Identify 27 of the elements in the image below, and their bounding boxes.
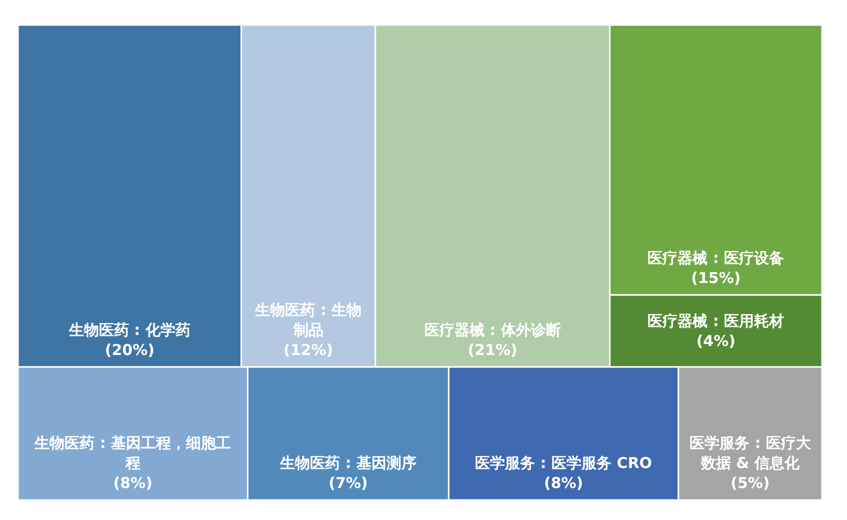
cell: 生物医药 : 基因工程，细胞工程 (8%): [17, 366, 248, 501]
category-label: 医疗器械 : 体外诊断: [424, 321, 561, 339]
cell: 医疗器械 : 医疗设备 (15%): [609, 24, 823, 296]
category-label: 生物医药 : 基因工程，细胞工程: [34, 434, 232, 472]
cell: 医学服务 : 医学服务 CRO (8%): [448, 366, 680, 501]
data-label: (21%): [468, 341, 518, 359]
data-label: (4%): [696, 332, 736, 350]
cell: 医疗器械 : 体外诊断 (21%): [374, 24, 611, 368]
data-label: (12%): [284, 341, 334, 359]
category-label: 医疗器械 : 医用耗材: [648, 312, 784, 330]
category-label: 生物医药 : 化学药: [68, 321, 190, 339]
data-label: (7%): [328, 474, 368, 492]
cell: 生物医药 : 基因测序 (7%): [246, 366, 450, 501]
data-label: (5%): [730, 474, 770, 492]
data-label: (20%): [104, 341, 154, 359]
cell: 生物医药 : 化学药 (20%): [17, 24, 242, 368]
data-label: (8%): [544, 474, 584, 492]
category-label: 生物医药 : 生物制品: [254, 301, 362, 339]
category-label: 医学服务 : 医疗大数据 & 信息化: [689, 434, 812, 472]
cell: 医疗器械 : 医用耗材 (4%): [609, 294, 823, 368]
cell: 医学服务 : 医疗大数据 & 信息化 (5%): [678, 366, 823, 501]
category-label: 生物医药 : 基因测序: [278, 454, 416, 472]
cell: 生物医药 : 生物制品 (12%): [240, 24, 376, 368]
data-label: (8%): [113, 474, 152, 492]
data-label: (15%): [691, 269, 741, 287]
category-label: 医疗器械 : 医疗设备: [648, 249, 784, 267]
category-label: 医学服务 : 医学服务 CRO: [475, 454, 652, 472]
